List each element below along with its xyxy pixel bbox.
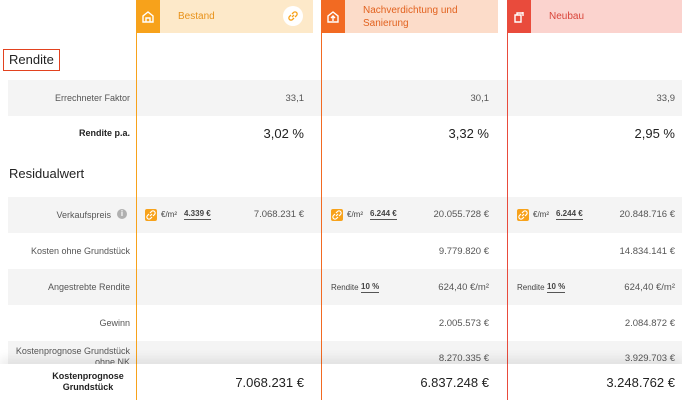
value-rendite-nachverdichtung: 3,32 % [448,126,489,141]
label-kosten-ohne-grundstueck: Kosten ohne Grundstück [30,246,130,256]
header-title: Nachverdichtung und Sanierung [363,4,458,29]
info-icon[interactable]: i [117,209,127,219]
value-gewinn-neubau: 2.084.872 € [624,318,675,329]
header-title: Neubau [549,11,585,22]
label-rendite-pa: Rendite p.a. [78,128,130,138]
label-verkaufspreis: Verkaufspreis [56,210,111,220]
column-line-nachverdichtung [321,0,322,400]
unit-label: €/m² [347,210,363,219]
value-kosten-ohne-neubau: 14.834.141 € [619,246,675,257]
row-bg-faktor [8,80,682,116]
value-kostenprognose-neubau: 3.248.762 € [606,375,675,390]
value-rendite-bestand: 3,02 % [263,126,304,141]
value-verkaufspreis-bestand: 7.068.231 € [253,209,304,220]
rendite-percent-input[interactable]: 10 % [547,282,566,293]
value-verkaufspreis-neubau: 20.848.716 € [619,209,675,220]
value-rendite-neubau: 2,95 % [634,126,675,141]
link-icon[interactable] [331,209,343,221]
label-kostenprognose-nk: Kostenprognose Grundstück ohne NK [15,346,130,367]
header-title: Bestand [178,11,215,22]
column-line-bestand [136,0,137,400]
link-icon[interactable] [145,209,157,221]
house-renovate-icon [321,0,345,33]
header-nachverdichtung[interactable]: Nachverdichtung und Sanierung [321,0,498,33]
rendite-label: Rendite [331,283,359,292]
label-angestrebte-rendite: Angestrebte Rendite [47,282,130,292]
label-gewinn: Gewinn [99,318,130,328]
price-per-m2-input[interactable]: 6.244 € [370,209,397,220]
value-kosten-ohne-nachverdichtung: 9.779.820 € [438,246,489,257]
house-existing-icon [136,0,160,33]
rendite-percent-input[interactable]: 10 % [361,282,380,293]
footer-line-nachverdichtung [321,364,322,400]
price-per-m2-input[interactable]: 4.339 € [184,209,211,220]
unit-label: €/m² [161,210,177,219]
link-icon[interactable] [283,6,303,26]
header-bestand[interactable]: Bestand [136,0,313,33]
value-kostenprognose-nachverdichtung: 6.837.248 € [420,375,489,390]
unit-label: €/m² [533,210,549,219]
header-neubau[interactable]: Neubau [507,0,682,33]
row-bg-angestrebte [8,269,682,305]
label-kostenprognose: Kostenprognose Grundstück [52,371,124,392]
value-kostenprognose-nk-nachverdichtung: 8.270.335 € [438,353,489,364]
link-icon[interactable] [517,209,529,221]
value-kostenprognose-bestand: 7.068.231 € [235,375,304,390]
column-line-neubau [507,0,508,400]
building-new-icon [507,0,531,33]
value-angestrebte-neubau: 624,40 €/m² [624,282,675,293]
value-faktor-neubau: 33,9 [656,93,676,104]
value-gewinn-nachverdichtung: 2.005.573 € [438,318,489,329]
rendite-label: Rendite [517,283,545,292]
value-kostenprognose-nk-neubau: 3.929.703 € [624,353,675,364]
footer-line-bestand [136,364,137,400]
value-verkaufspreis-nachverdichtung: 20.055.728 € [433,209,489,220]
value-faktor-bestand: 33,1 [285,93,305,104]
value-faktor-nachverdichtung: 30,1 [470,93,490,104]
section-title-residualwert: Residualwert [9,166,85,181]
sticky-footer: Kostenprognose Grundstück 7.068.231 € 6.… [0,364,682,400]
price-per-m2-input[interactable]: 6.244 € [556,209,583,220]
column-header-nachverdichtung[interactable] [321,0,498,33]
label-faktor: Errechneter Faktor [54,93,130,103]
footer-line-neubau [507,364,508,400]
column-header-neubau[interactable] [507,0,682,33]
value-angestrebte-nachverdichtung: 624,40 €/m² [438,282,489,293]
section-title-rendite: Rendite [3,49,60,71]
